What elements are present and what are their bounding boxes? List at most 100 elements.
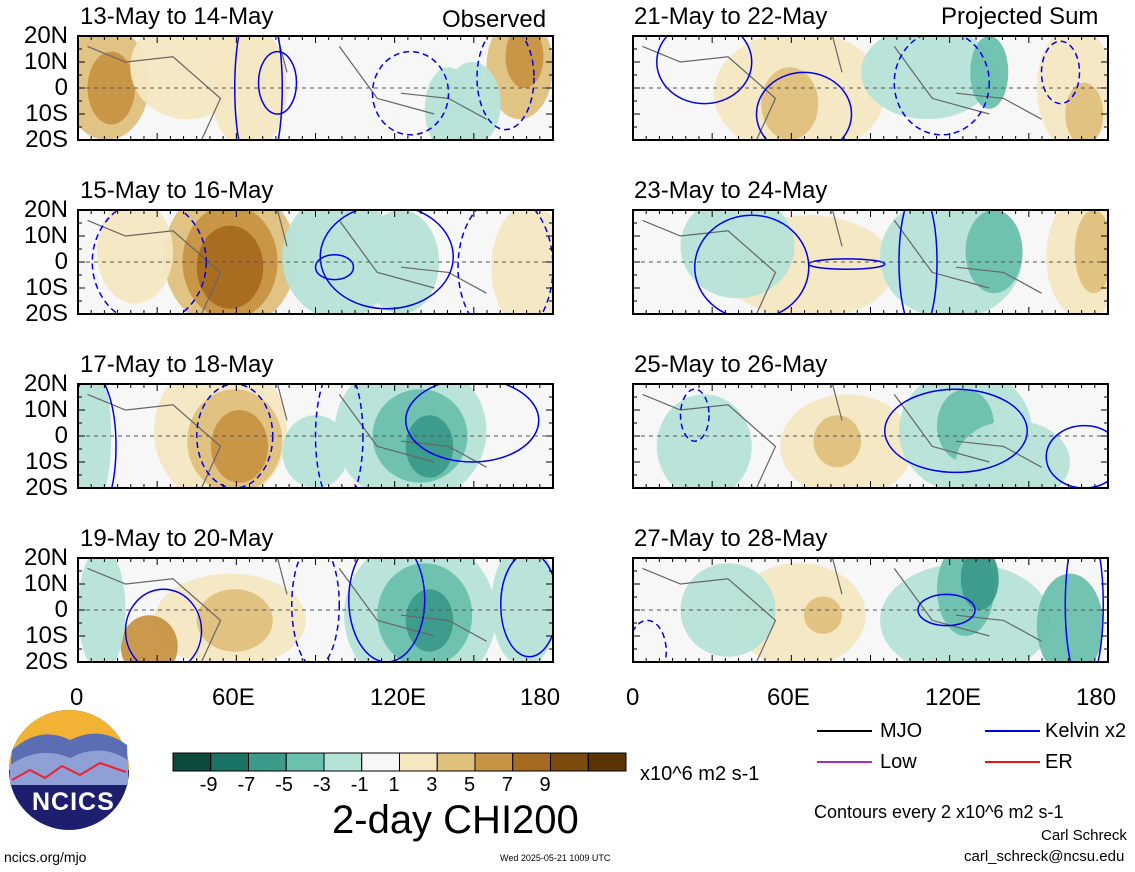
lon-label: 180 — [1076, 684, 1117, 711]
lat-label: 0 — [54, 74, 68, 101]
colorbar-swatch — [172, 752, 212, 772]
kelvin-contour — [405, 384, 540, 463]
kelvin-contour — [1040, 40, 1081, 105]
lat-label: 10S — [25, 100, 68, 127]
panel-title: 15-May to 16-May — [80, 177, 274, 204]
anomaly-shading — [1036, 573, 1104, 662]
kelvin-contour — [314, 253, 355, 281]
colorbar-label: -9 — [199, 774, 218, 796]
kelvin-contour — [371, 50, 450, 136]
lat-label: 10N — [23, 396, 68, 423]
observed-label: Observed — [442, 6, 547, 33]
panel-title: 17-May to 18-May — [80, 351, 274, 378]
anomaly-shading — [196, 589, 273, 652]
kelvin-contour — [1064, 558, 1104, 662]
lat-label: 10N — [23, 222, 68, 249]
lon-label: 60E — [212, 684, 255, 711]
anomaly-shading — [965, 210, 1023, 294]
logo-text: NCICS — [32, 788, 115, 816]
colorbar-label: 7 — [501, 774, 513, 796]
panel-title: 21-May to 22-May — [634, 3, 828, 30]
footer-timestamp: Wed 2025-05-21 1009 UTC — [500, 853, 611, 863]
anomaly-shading — [120, 615, 178, 662]
lon-label: 180 — [520, 684, 561, 711]
coastline — [642, 384, 1042, 488]
panel-title: 27-May to 28-May — [634, 525, 828, 552]
colorbar-swatch — [285, 752, 325, 772]
map-panel — [77, 383, 554, 489]
colorbar-swatch — [210, 752, 249, 772]
colorbar-label: 3 — [426, 774, 438, 796]
kelvin-contour — [500, 558, 553, 658]
colorbar-swatch — [550, 752, 589, 772]
kelvin-contour — [893, 36, 990, 136]
kelvin-contour — [291, 558, 340, 662]
footer-url[interactable]: ncics.org/mjo — [4, 849, 87, 865]
anomaly-shading — [1074, 210, 1108, 294]
kelvin-contour — [656, 36, 753, 105]
map-panel — [77, 557, 554, 663]
anomaly-shading — [443, 62, 501, 140]
kelvin-contour — [457, 210, 553, 314]
kelvin-contour — [124, 588, 203, 662]
kelvin-contour — [319, 210, 454, 310]
kelvin-contour — [755, 71, 853, 140]
colorbar-title: 2-day CHI200 — [332, 798, 579, 842]
kelvin-contour — [694, 214, 810, 314]
ncics-logo — [9, 710, 129, 830]
map-panel — [632, 557, 1109, 663]
lat-label: 0 — [54, 248, 68, 275]
coastline — [642, 210, 1042, 314]
colorbar-swatch — [436, 752, 476, 772]
lat-label: 20N — [23, 370, 68, 397]
author-email: carl_schreck@ncsu.edu — [964, 848, 1125, 865]
kelvin-contour — [257, 50, 298, 115]
coastline — [642, 36, 1042, 140]
lat-label: 20N — [23, 544, 68, 571]
kelvin-contour — [314, 384, 364, 488]
colorbar-label: 9 — [539, 774, 551, 796]
lon-label: 120E — [370, 684, 427, 711]
colorbar-swatch — [323, 752, 363, 772]
anomaly-shading — [813, 415, 861, 468]
colorbar-label: -5 — [275, 774, 294, 796]
anomaly-shading — [97, 210, 173, 304]
colorbar-swatch — [587, 752, 627, 772]
anomaly-shading — [656, 394, 752, 488]
legend-label-low: Low — [880, 751, 917, 773]
colorbar-units: x10^6 m2 s-1 — [640, 763, 760, 785]
coastline — [87, 36, 487, 140]
lat-label: 20S — [25, 648, 68, 675]
kelvin-contour — [808, 258, 886, 271]
panel-title: 25-May to 26-May — [634, 351, 828, 378]
contour-note: Contours every 2 x10^6 m2 s-1 — [814, 802, 1064, 822]
anomaly-shading — [1065, 82, 1104, 140]
map-panel — [632, 209, 1109, 315]
anomaly-shading — [956, 420, 1070, 488]
lat-label: 0 — [54, 596, 68, 623]
lon-label: 120E — [925, 684, 982, 711]
lat-label: 20N — [23, 196, 68, 223]
panel-title: 19-May to 20-May — [80, 525, 274, 552]
anomaly-shading — [491, 210, 553, 314]
colorbar-label: 5 — [464, 774, 476, 796]
author-name: Carl Schreck — [1041, 827, 1127, 844]
coastline — [87, 384, 487, 488]
lon-label: 60E — [767, 684, 810, 711]
lon-label: 0 — [70, 684, 84, 711]
lat-label: 0 — [54, 422, 68, 449]
lat-label: 10S — [25, 274, 68, 301]
anomaly-shading — [78, 558, 126, 662]
map-panel — [77, 35, 554, 141]
colorbar-label: -1 — [350, 774, 369, 796]
colorbar-swatch — [474, 752, 514, 772]
kelvin-contour — [234, 36, 283, 140]
anomaly-shading — [680, 563, 776, 657]
kelvin-contour — [633, 619, 667, 662]
map-panel — [632, 383, 1109, 489]
lat-label: 10N — [23, 570, 68, 597]
lat-label: 20S — [25, 126, 68, 153]
anomaly-shading — [505, 36, 544, 88]
lat-label: 20N — [23, 22, 68, 49]
